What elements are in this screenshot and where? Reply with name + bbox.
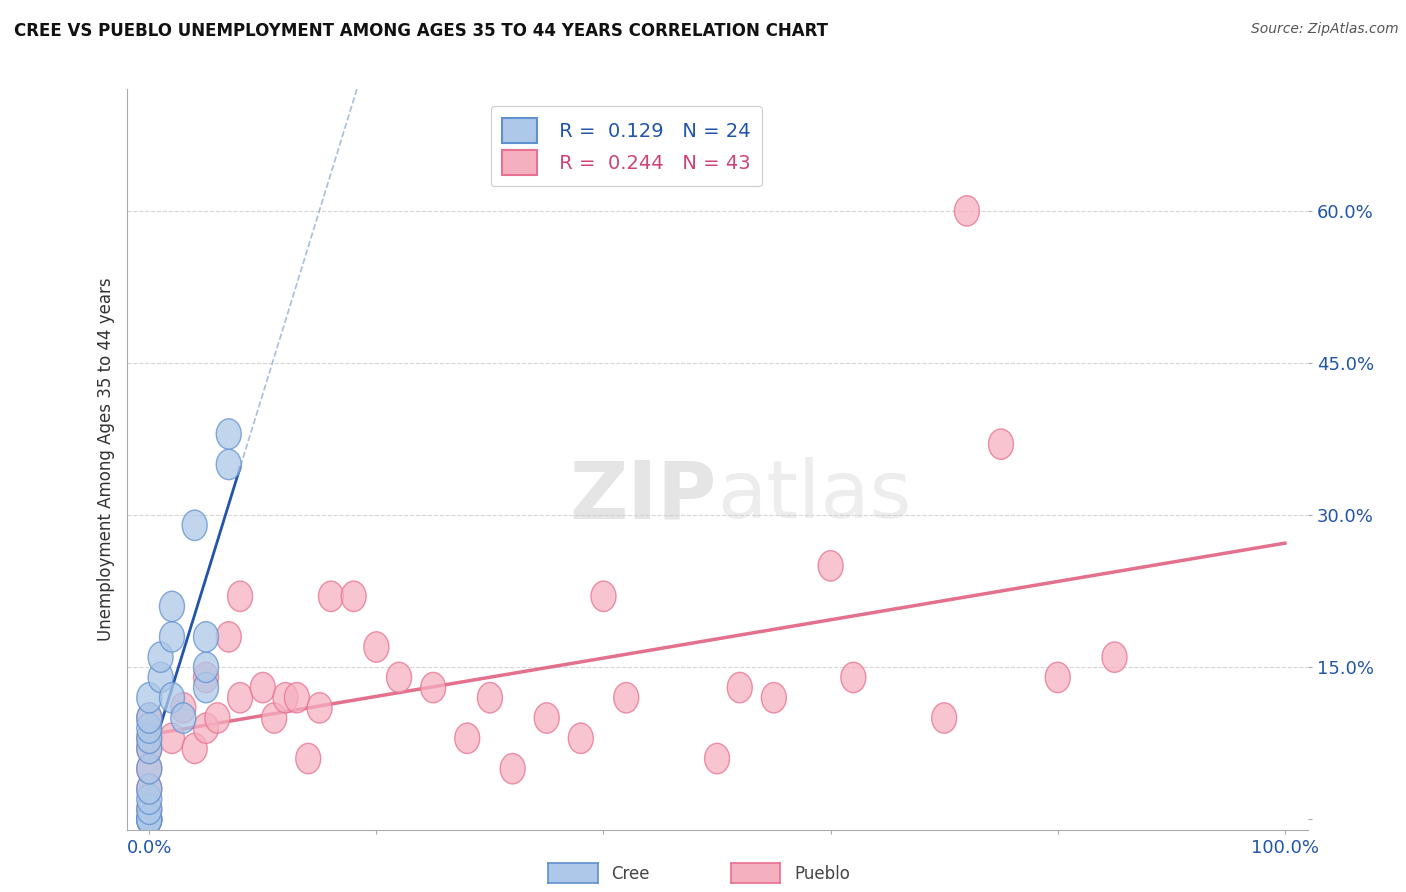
Legend:  R =  0.129   N = 24,  R =  0.244   N = 43: R = 0.129 N = 24, R = 0.244 N = 43 — [491, 106, 762, 186]
Ellipse shape — [454, 723, 479, 754]
Ellipse shape — [568, 723, 593, 754]
Ellipse shape — [159, 591, 184, 622]
Ellipse shape — [136, 794, 162, 824]
Ellipse shape — [273, 682, 298, 713]
Ellipse shape — [136, 733, 162, 764]
Ellipse shape — [284, 682, 309, 713]
Ellipse shape — [136, 723, 162, 754]
Ellipse shape — [932, 703, 956, 733]
Ellipse shape — [183, 733, 207, 764]
Ellipse shape — [136, 805, 162, 835]
Ellipse shape — [183, 510, 207, 541]
Ellipse shape — [159, 682, 184, 713]
Ellipse shape — [591, 581, 616, 612]
Text: Source: ZipAtlas.com: Source: ZipAtlas.com — [1251, 22, 1399, 37]
Ellipse shape — [342, 581, 366, 612]
Ellipse shape — [364, 632, 389, 662]
Ellipse shape — [478, 682, 502, 713]
Ellipse shape — [1102, 642, 1128, 673]
Ellipse shape — [136, 723, 162, 754]
Ellipse shape — [613, 682, 638, 713]
Ellipse shape — [194, 673, 218, 703]
Ellipse shape — [136, 773, 162, 805]
Ellipse shape — [501, 754, 526, 784]
Ellipse shape — [136, 733, 162, 764]
Ellipse shape — [136, 773, 162, 805]
Ellipse shape — [136, 805, 162, 835]
Ellipse shape — [217, 419, 242, 450]
Ellipse shape — [318, 581, 343, 612]
Ellipse shape — [387, 662, 412, 693]
Ellipse shape — [136, 805, 162, 835]
Text: Cree: Cree — [612, 865, 650, 883]
Ellipse shape — [762, 682, 786, 713]
Ellipse shape — [148, 662, 173, 693]
Y-axis label: Unemployment Among Ages 35 to 44 years: Unemployment Among Ages 35 to 44 years — [97, 277, 115, 641]
Ellipse shape — [159, 622, 184, 652]
Ellipse shape — [136, 703, 162, 733]
Ellipse shape — [159, 723, 184, 754]
Text: atlas: atlas — [717, 458, 911, 535]
Ellipse shape — [136, 713, 162, 743]
Ellipse shape — [194, 652, 218, 682]
Ellipse shape — [194, 662, 218, 693]
Ellipse shape — [194, 622, 218, 652]
Ellipse shape — [988, 429, 1014, 459]
Ellipse shape — [148, 642, 173, 673]
Ellipse shape — [228, 682, 253, 713]
Ellipse shape — [262, 703, 287, 733]
Ellipse shape — [704, 743, 730, 773]
Ellipse shape — [136, 805, 162, 835]
Ellipse shape — [217, 622, 242, 652]
Text: Pueblo: Pueblo — [794, 865, 851, 883]
Ellipse shape — [307, 693, 332, 723]
Ellipse shape — [295, 743, 321, 773]
Ellipse shape — [228, 581, 253, 612]
Ellipse shape — [136, 794, 162, 824]
Ellipse shape — [205, 703, 229, 733]
Ellipse shape — [136, 754, 162, 784]
Ellipse shape — [136, 784, 162, 814]
Ellipse shape — [172, 693, 195, 723]
Ellipse shape — [955, 195, 980, 226]
Ellipse shape — [136, 703, 162, 733]
Ellipse shape — [217, 450, 242, 480]
Ellipse shape — [727, 673, 752, 703]
Ellipse shape — [136, 754, 162, 784]
Ellipse shape — [172, 703, 195, 733]
Ellipse shape — [250, 673, 276, 703]
Ellipse shape — [194, 713, 218, 743]
Text: CREE VS PUEBLO UNEMPLOYMENT AMONG AGES 35 TO 44 YEARS CORRELATION CHART: CREE VS PUEBLO UNEMPLOYMENT AMONG AGES 3… — [14, 22, 828, 40]
Ellipse shape — [1045, 662, 1070, 693]
Ellipse shape — [136, 682, 162, 713]
Ellipse shape — [841, 662, 866, 693]
Text: ZIP: ZIP — [569, 458, 717, 535]
Ellipse shape — [420, 673, 446, 703]
Ellipse shape — [534, 703, 560, 733]
Ellipse shape — [818, 550, 844, 581]
